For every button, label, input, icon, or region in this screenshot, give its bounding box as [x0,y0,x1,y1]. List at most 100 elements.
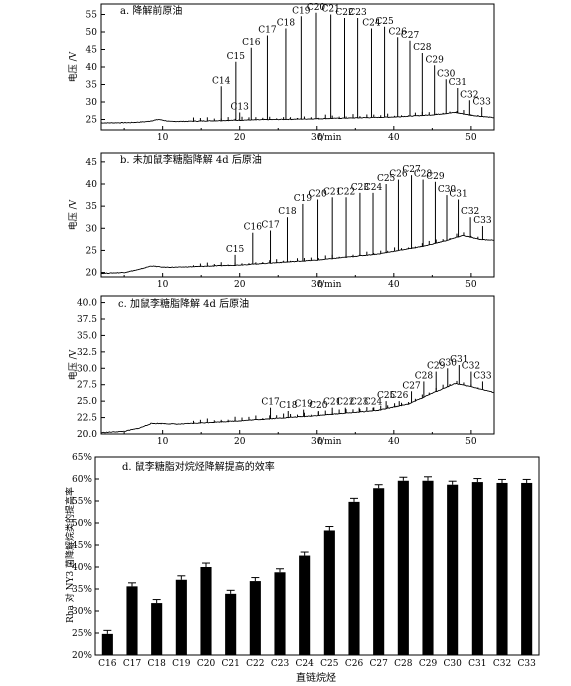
peak-label-c18: C18 [279,401,298,411]
bar-c32 [496,482,508,655]
y-tick-label: 40 [86,63,98,73]
peak-label-c17: C17 [261,221,280,231]
x-tick-label: 20 [234,133,246,143]
panel-d-title: d. 鼠李糖脂对烷烃降解提高的效率 [122,460,275,473]
x-tick-label: 10 [157,133,169,143]
y-tick-label: 20% [72,651,92,661]
y-tick-label: 45% [72,541,92,551]
bar-c24 [299,555,311,655]
peak-label-c21: C21 [321,5,339,15]
plot-frame [100,152,495,278]
bar-c26 [348,501,360,655]
peak-label-c28: C28 [415,371,434,381]
peak-label-c22: C22 [335,8,353,18]
peak-label-c16: C16 [242,38,261,48]
y-tick-label: 55% [72,497,92,507]
bar-c33 [521,482,533,655]
bar-c25 [323,530,335,655]
peak-label-c25: C25 [377,174,396,184]
bar-c18 [151,603,163,655]
x-tick-label: C33 [517,659,536,669]
peak-label-c31: C31 [449,190,467,200]
peak-label-c24: C24 [364,398,383,408]
bar-c16 [101,633,113,655]
bar-c30 [447,484,459,655]
peak-label-c27: C27 [402,165,421,175]
peak-label-c24: C24 [364,183,383,193]
panel-d-x-axis-label: 直链烷烃 [296,671,336,684]
x-tick-label: C21 [221,659,239,669]
peak-label-c17: C17 [261,398,280,408]
peak-label-c19: C19 [294,400,313,410]
peak-label-c15: C15 [227,52,246,62]
x-tick-label: C27 [369,659,388,669]
y-tick-label: 45 [86,46,98,56]
x-tick-label: C26 [345,659,364,669]
x-tick-label: C18 [147,659,166,669]
peak-label-c14: C14 [212,76,231,86]
chromatogram-panel-a: a. 降解前原油 25 30 35 40 45 50 55 10 20 30 40 50 t/min 电压… [67,3,495,143]
peak-label-c30: C30 [439,358,458,368]
peak-label-c24: C24 [362,19,381,29]
peak-label-c16: C16 [244,223,263,233]
x-tick-label: C28 [394,659,413,669]
x-tick-label: C25 [320,659,339,669]
peak-label-c33: C33 [472,97,491,107]
peak-label-c32: C32 [462,362,480,372]
x-tick-label: 40 [388,133,400,143]
y-axis-label: 电压 /V [67,349,79,380]
peak-label-c26: C26 [389,170,408,180]
peak-label-c21: C21 [323,398,341,408]
chromatogram-panel-c: c. 加鼠李糖脂降解 4d 后原油 20.0 22.5 25.0 27.5 30.0 32… [67,295,495,447]
peak-label-c18: C18 [277,19,296,29]
peak-label-c20: C20 [309,401,328,411]
x-tick-label: 50 [465,437,477,447]
y-tick-label: 65% [72,453,92,463]
peak-label-c19: C19 [292,6,311,16]
x-axis-label: t/min [318,437,342,447]
y-tick-label: 35 [86,81,98,91]
peak-label-c31: C31 [449,78,467,88]
y-tick-label: 25 [86,116,98,126]
x-tick-label: C32 [493,659,511,669]
x-tick-label: C23 [271,659,290,669]
y-tick-label: 25 [86,246,98,256]
y-tick-label: 35% [72,585,92,595]
bar-c17 [126,586,138,655]
y-tick-label: 50% [72,519,92,529]
panel-c-title: c. 加鼠李糖脂降解 4d 后原油 [118,297,249,310]
peak-label-c27: C27 [402,381,421,391]
peak-label-c29: C29 [425,55,444,65]
x-tick-label: C20 [197,659,216,669]
peak-label-c17: C17 [258,26,277,36]
y-tick-label: 30 [86,98,98,108]
x-axis-label: t/min [318,280,342,290]
peak-label-c29: C29 [427,362,446,372]
plot-frame [100,295,495,435]
peak-label-c31: C31 [450,355,468,365]
y-axis-label: 电压 /V [67,51,79,82]
peak-label-c19: C19 [294,194,313,204]
x-tick-label: 20 [234,280,246,290]
y-tick-label: 25% [72,629,92,639]
y-tick-label: 50 [86,28,98,38]
peak-label-c28: C28 [413,43,432,53]
peak-label-c33: C33 [473,371,492,381]
peak-label-c33: C33 [473,216,492,226]
peak-label-c20: C20 [308,190,327,200]
y-tick-label: 45 [86,158,98,168]
peak-label-c26: C26 [390,391,409,401]
x-tick-label: 20 [234,437,246,447]
peak-label-c26: C26 [389,27,408,37]
peak-label-c22: C22 [337,187,355,197]
peak-label-c29: C29 [426,172,445,182]
peak-label-c32: C32 [461,207,479,217]
y-tick-label: 20.0 [77,430,97,440]
peak-label-c13: C13 [231,103,250,113]
y-tick-label: 30 [86,224,98,234]
x-tick-label: 30 [311,133,323,143]
y-tick-label: 35.0 [77,331,97,341]
bar-c27 [373,488,385,655]
panel-a-title: a. 降解前原油 [120,4,182,17]
